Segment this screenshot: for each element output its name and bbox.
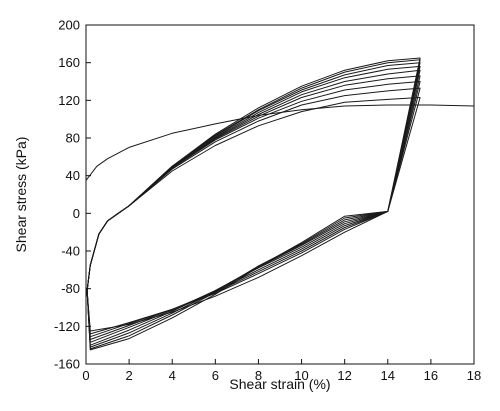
y-tick-label: -40 xyxy=(61,244,80,259)
y-tick-label: 120 xyxy=(58,93,80,108)
y-tick-label: 40 xyxy=(66,168,80,183)
y-axis-title: Shear stress (kPa) xyxy=(13,137,29,253)
y-tick-label: 160 xyxy=(58,55,80,70)
x-tick-label: 14 xyxy=(381,368,395,383)
x-tick-label: 8 xyxy=(255,368,262,383)
x-tick-label: 18 xyxy=(467,368,481,383)
y-tick-label: 200 xyxy=(58,18,80,33)
x-axis-title: Shear strain (%) xyxy=(229,376,330,392)
x-tick-label: 6 xyxy=(212,368,219,383)
y-tick-label: 80 xyxy=(66,131,80,146)
series-layer xyxy=(85,57,475,351)
ticks-layer: 0 2 4 6 8 10 12 14 16 18 -160 -120 -80 -40 0 40 80 120 160… xyxy=(54,18,481,384)
x-tick-label: 4 xyxy=(169,368,176,383)
x-tick-label: 2 xyxy=(125,368,132,383)
series-line-9 xyxy=(86,59,421,350)
y-tick-label: -120 xyxy=(54,319,80,334)
series-line-10 xyxy=(86,57,421,351)
series-line-7 xyxy=(86,65,421,346)
x-tick-label: 16 xyxy=(424,368,438,383)
x-tick-label: 0 xyxy=(82,368,89,383)
series-line-4 xyxy=(86,81,421,338)
series-line-1 xyxy=(85,104,475,181)
x-tick-label: 10 xyxy=(294,368,308,383)
y-tick-label: -160 xyxy=(54,357,80,372)
y-tick-label: -80 xyxy=(61,281,80,296)
y-tick-label: 0 xyxy=(73,206,80,221)
plot-frame xyxy=(85,24,475,365)
series-line-3 xyxy=(86,87,421,335)
x-tick-label: 12 xyxy=(337,368,351,383)
